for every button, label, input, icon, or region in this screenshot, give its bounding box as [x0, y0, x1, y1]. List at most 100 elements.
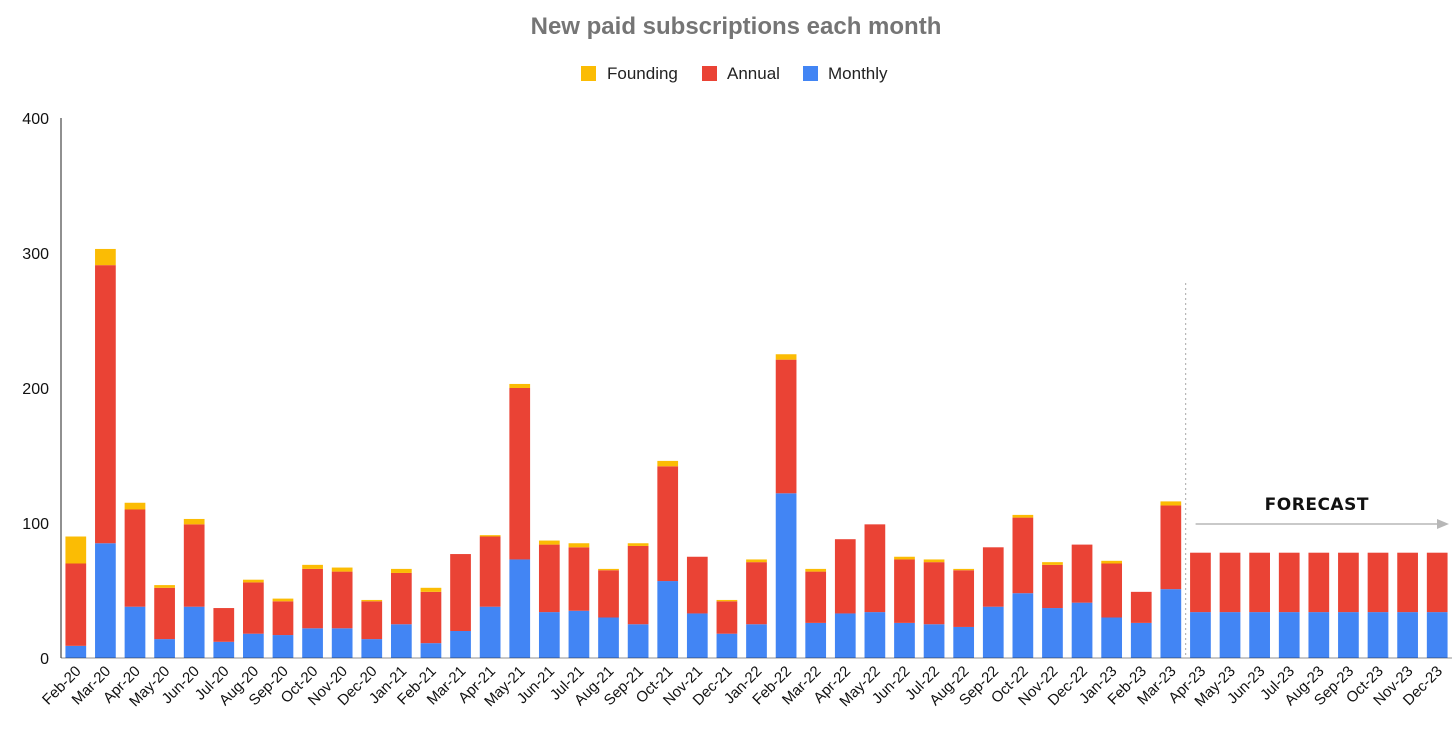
- bar-stack-dec-22: [1071, 544, 1093, 658]
- bar-stack-aug-21: [598, 568, 619, 658]
- bar-monthly-may-21: [509, 559, 531, 658]
- bar-founding-apr-21: [479, 535, 501, 537]
- bar-stack-nov-21: [686, 556, 708, 658]
- bar-annual-oct-20: [302, 568, 323, 629]
- bar-founding-oct-21: [657, 460, 679, 467]
- bar-stack-may-21: [509, 383, 531, 658]
- bar-monthly-jun-22: [894, 622, 915, 658]
- bar-founding-jun-20: [183, 518, 205, 525]
- bar-founding-feb-22: [775, 354, 797, 360]
- bar-stack-jun-21: [538, 540, 560, 658]
- bar-stack-sep-22: [982, 547, 1004, 658]
- bar-annual-apr-20: [124, 509, 146, 607]
- bar-monthly-oct-21: [657, 581, 679, 658]
- bar-monthly-dec-20: [361, 639, 383, 658]
- bar-annual-jan-23: [1101, 563, 1123, 618]
- bar-stack-oct-23: [1367, 552, 1389, 658]
- bar-monthly-dec-23: [1426, 612, 1448, 658]
- bar-stack-nov-20: [331, 567, 353, 658]
- bar-monthly-jan-21: [390, 624, 412, 658]
- bar-founding-oct-22: [1012, 514, 1034, 518]
- y-tick-label: 300: [22, 246, 49, 263]
- bar-stack-oct-20: [302, 564, 323, 658]
- bar-founding-feb-20: [65, 536, 87, 564]
- bar-annual-feb-20: [65, 563, 87, 646]
- bar-monthly-sep-20: [272, 635, 294, 658]
- bar-annual-aug-22: [953, 570, 975, 627]
- bar-monthly-jul-20: [213, 641, 235, 658]
- bar-annual-sep-22: [982, 547, 1004, 607]
- bar-stack-aug-20: [243, 579, 264, 658]
- bar-monthly-aug-22: [953, 626, 975, 658]
- legend-label-monthly: Monthly: [828, 64, 888, 83]
- bar-annual-may-23: [1219, 552, 1241, 613]
- bar-annual-aug-23: [1308, 552, 1330, 613]
- bar-annual-jun-23: [1249, 552, 1270, 613]
- bar-monthly-feb-21: [420, 643, 442, 658]
- legend-item-founding: Founding: [581, 64, 678, 83]
- bar-monthly-mar-22: [805, 622, 827, 658]
- bar-monthly-may-20: [154, 639, 175, 658]
- bar-stack-apr-21: [479, 535, 501, 658]
- y-tick-label: 200: [22, 381, 49, 398]
- legend-label-founding: Founding: [607, 64, 678, 83]
- bar-stack-jul-23: [1278, 552, 1300, 658]
- bar-founding-aug-21: [598, 568, 619, 571]
- forecast-arrow-head: [1437, 519, 1449, 529]
- bar-monthly-jul-21: [568, 610, 590, 658]
- bar-stack-jan-21: [390, 568, 412, 658]
- bar-annual-nov-21: [686, 556, 708, 614]
- bar-monthly-apr-23: [1190, 612, 1211, 658]
- bar-monthly-feb-23: [1130, 622, 1152, 658]
- legend-swatch-monthly: [803, 66, 818, 81]
- bar-stack-aug-22: [953, 568, 975, 658]
- bar-monthly-apr-21: [479, 606, 501, 658]
- bar-annual-jul-22: [923, 562, 945, 625]
- bar-monthly-sep-22: [982, 606, 1004, 658]
- bar-stack-nov-23: [1397, 552, 1418, 658]
- bar-monthly-nov-20: [331, 628, 353, 658]
- bar-annual-mar-20: [95, 265, 116, 544]
- bar-annual-jul-20: [213, 608, 235, 642]
- bar-annual-jun-22: [894, 559, 915, 623]
- bar-stack-jan-23: [1101, 560, 1123, 658]
- bar-annual-dec-23: [1426, 552, 1448, 613]
- bar-stack-feb-22: [775, 354, 797, 658]
- bar-annual-feb-23: [1130, 591, 1152, 623]
- bar-stack-apr-23: [1190, 552, 1211, 658]
- x-axis: Feb-20Mar-20Apr-20May-20Jun-20Jul-20Aug-…: [39, 657, 1452, 710]
- bar-founding-jun-22: [894, 556, 915, 560]
- bar-founding-oct-20: [302, 564, 323, 569]
- legend-item-annual: Annual: [702, 64, 780, 83]
- bar-annual-jun-20: [183, 524, 205, 607]
- bar-stack-dec-21: [716, 599, 738, 658]
- bar-stack-apr-20: [124, 502, 146, 658]
- bar-monthly-mar-21: [450, 631, 471, 658]
- bar-annual-aug-20: [243, 582, 264, 634]
- bar-founding-apr-20: [124, 502, 146, 510]
- bar-stack-jul-22: [923, 559, 945, 658]
- bar-annual-jan-22: [746, 562, 767, 625]
- bar-annual-mar-23: [1160, 505, 1182, 590]
- y-axis: 0 100 200 300 400: [22, 111, 62, 668]
- bar-stack-mar-20: [95, 248, 116, 658]
- bar-annual-mar-21: [450, 554, 471, 631]
- bar-annual-jul-21: [568, 547, 590, 611]
- bar-monthly-feb-20: [65, 645, 87, 658]
- bar-annual-sep-21: [627, 545, 649, 625]
- bar-stack-sep-23: [1338, 552, 1359, 658]
- bar-monthly-nov-23: [1397, 612, 1418, 658]
- bar-monthly-jul-23: [1278, 612, 1300, 658]
- bar-stack-jul-21: [568, 543, 590, 658]
- bar-stack-oct-22: [1012, 514, 1034, 658]
- bar-monthly-aug-20: [243, 633, 264, 658]
- bar-stack-mar-22: [805, 568, 827, 658]
- bar-annual-may-21: [509, 388, 531, 560]
- bar-stack-sep-21: [627, 543, 649, 658]
- bar-monthly-jun-20: [183, 606, 205, 658]
- bar-monthly-oct-20: [302, 628, 323, 658]
- bar-monthly-may-22: [864, 612, 886, 658]
- bar-founding-dec-21: [716, 599, 738, 602]
- forecast-label: FORECAST: [1265, 495, 1369, 515]
